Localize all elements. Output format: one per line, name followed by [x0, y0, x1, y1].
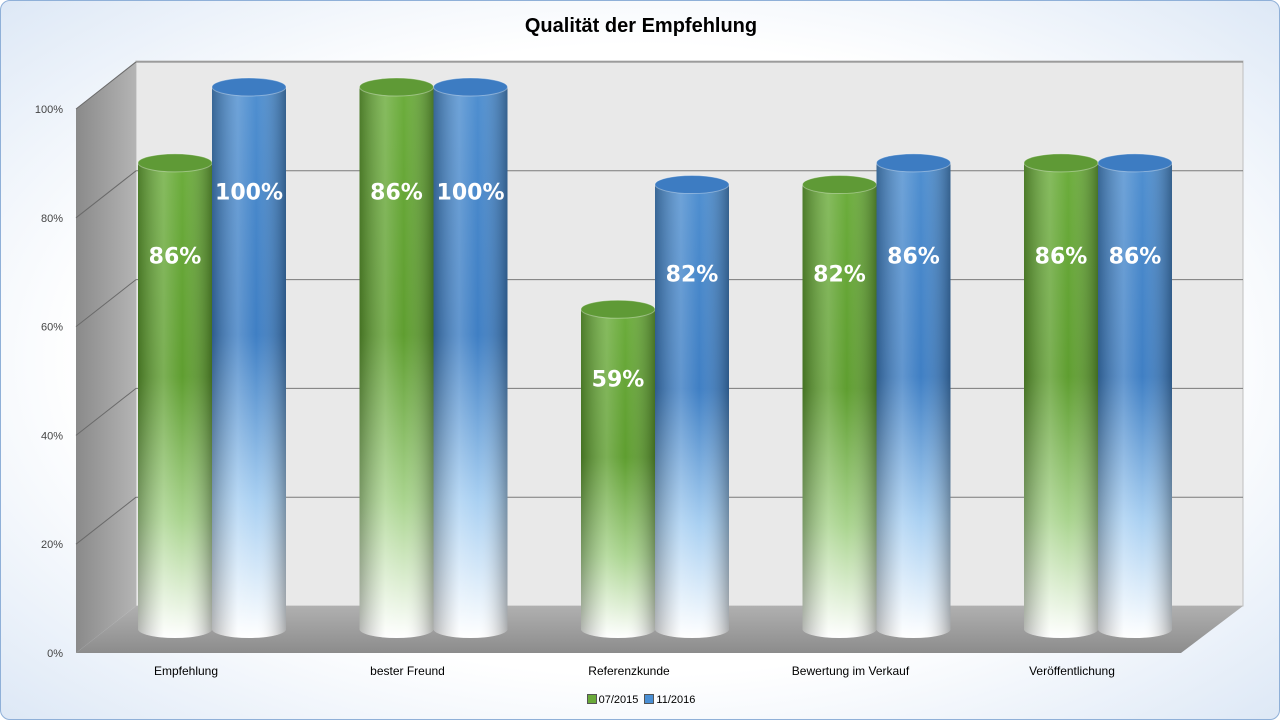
- x-category-label: Veröffentlichung: [1029, 664, 1115, 678]
- bar-shading: [1024, 162, 1098, 638]
- bar: 100%: [211, 77, 287, 638]
- legend-swatch: [586, 694, 597, 704]
- bar-shading: [433, 87, 508, 638]
- gridline-side: [75, 279, 137, 327]
- bar-shading: [138, 162, 212, 638]
- y-tick-label: 100%: [35, 104, 63, 116]
- bar-shading: [212, 87, 286, 638]
- y-tick-label: 80%: [41, 213, 63, 225]
- y-tick-label: 40%: [41, 430, 63, 442]
- data-label: 100%: [215, 181, 283, 206]
- bar-top: [580, 299, 656, 319]
- y-tick-label: 60%: [41, 322, 63, 334]
- bar-shading: [802, 184, 877, 638]
- data-label: 86%: [1109, 244, 1162, 269]
- bar-top: [359, 77, 434, 97]
- bar: 86%: [137, 153, 213, 638]
- legend-label: 07/2015: [598, 694, 639, 706]
- bar-shading: [1098, 162, 1172, 638]
- bar: 82%: [654, 175, 730, 638]
- bar: 86%: [876, 153, 951, 638]
- gridline-side: [75, 170, 137, 219]
- chart-legend: 07/2015 11/2016: [1, 694, 1279, 706]
- bar-top: [1023, 153, 1099, 173]
- data-label: 86%: [1035, 244, 1088, 269]
- bar-top: [1097, 153, 1173, 173]
- bar-shading: [581, 309, 655, 638]
- bar: 59%: [580, 299, 656, 638]
- bar: 86%: [1023, 153, 1099, 638]
- legend-item: 07/2015: [586, 694, 639, 706]
- y-tick-label: 0%: [47, 648, 63, 660]
- data-label: 82%: [813, 263, 866, 288]
- bar: 100%: [433, 77, 508, 638]
- x-category-label: bester Freund: [370, 664, 445, 678]
- x-category-label: Empfehlung: [154, 664, 218, 678]
- bar: 82%: [802, 175, 877, 638]
- side-wall: [76, 61, 136, 653]
- data-label: 86%: [370, 181, 423, 206]
- x-category-label: Bewertung im Verkauf: [792, 664, 910, 678]
- data-label: 86%: [887, 244, 940, 269]
- legend-label: 11/2016: [656, 694, 696, 706]
- data-label: 86%: [149, 244, 202, 269]
- bar-shading: [876, 162, 951, 638]
- bar: 86%: [359, 77, 434, 638]
- bar-top: [876, 153, 951, 173]
- bar-shading: [655, 184, 729, 638]
- legend-item: 11/2016: [644, 694, 695, 706]
- bar-top: [137, 153, 213, 173]
- bar-shading: [359, 87, 434, 638]
- legend-swatch: [644, 694, 655, 704]
- data-label: 100%: [437, 181, 505, 206]
- data-label: 59%: [592, 367, 645, 392]
- bar: 86%: [1097, 153, 1173, 638]
- chart-title: Qualität der Empfehlung: [524, 15, 758, 37]
- y-tick-label: 20%: [41, 539, 63, 551]
- bar-top: [433, 77, 508, 97]
- gridline-side: [75, 61, 137, 110]
- gridline-side: [75, 388, 137, 436]
- x-category-label: Referenzkunde: [588, 664, 670, 678]
- bar-top: [802, 175, 877, 195]
- bar-top: [654, 175, 730, 195]
- gridline-side: [75, 496, 137, 545]
- data-label: 82%: [666, 263, 719, 288]
- bar-top: [211, 77, 287, 97]
